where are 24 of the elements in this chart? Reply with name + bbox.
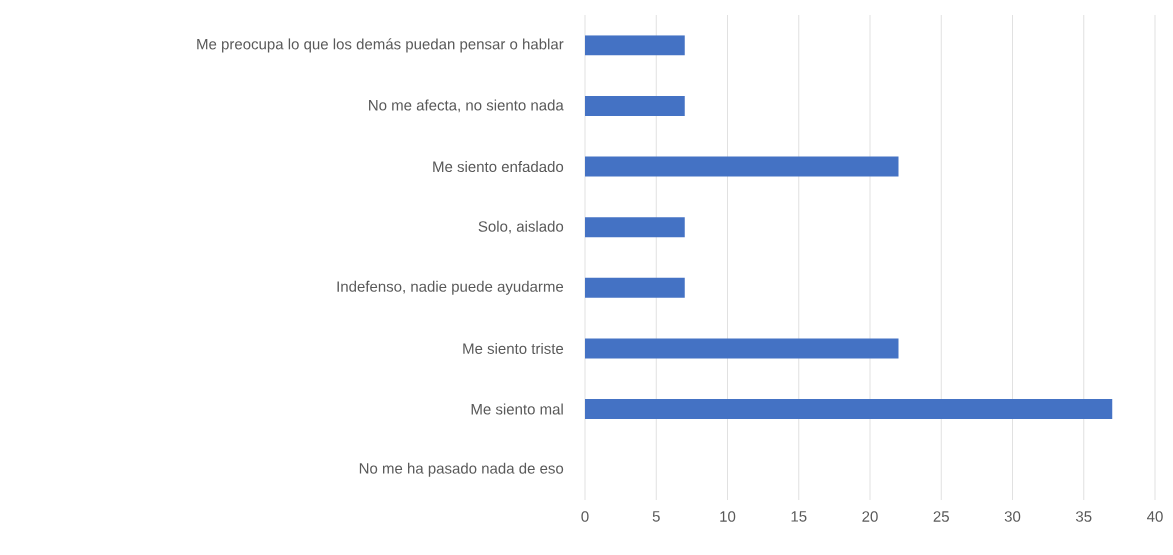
bar [585,95,685,116]
x-tick-label: 0 [581,511,589,522]
bar [585,338,899,359]
bar [585,277,685,298]
y-tick-label: No me ha pasado nada de eso [359,462,564,477]
bar [585,35,685,56]
x-tick-label: 20 [862,511,878,522]
x-tick-label: 5 [652,511,660,522]
bar [585,156,899,177]
y-tick-label: Indefenso, nadie puede ayudarme [337,280,564,295]
y-tick-label: Me siento mal [471,403,563,415]
y-tick-label: Me siento triste [463,342,564,354]
x-tick-label: 25 [933,511,949,522]
x-tick-label: 10 [720,511,736,522]
y-tick-label: No me afecta, no siento nada [369,99,564,113]
x-tick-label: 35 [1075,511,1092,522]
bar [585,217,685,238]
x-tick-label: 30 [1004,511,1021,522]
y-tick-label: Me preocupa lo que los demás puedan pensar o hablar [197,38,564,53]
y-tick-label: Solo, aislado [478,220,564,234]
x-tick-label: 40 [1147,511,1163,522]
x-tick-label: 15 [791,511,807,522]
y-tick-label: Me siento enfadado [433,161,564,173]
bar [585,399,1113,420]
